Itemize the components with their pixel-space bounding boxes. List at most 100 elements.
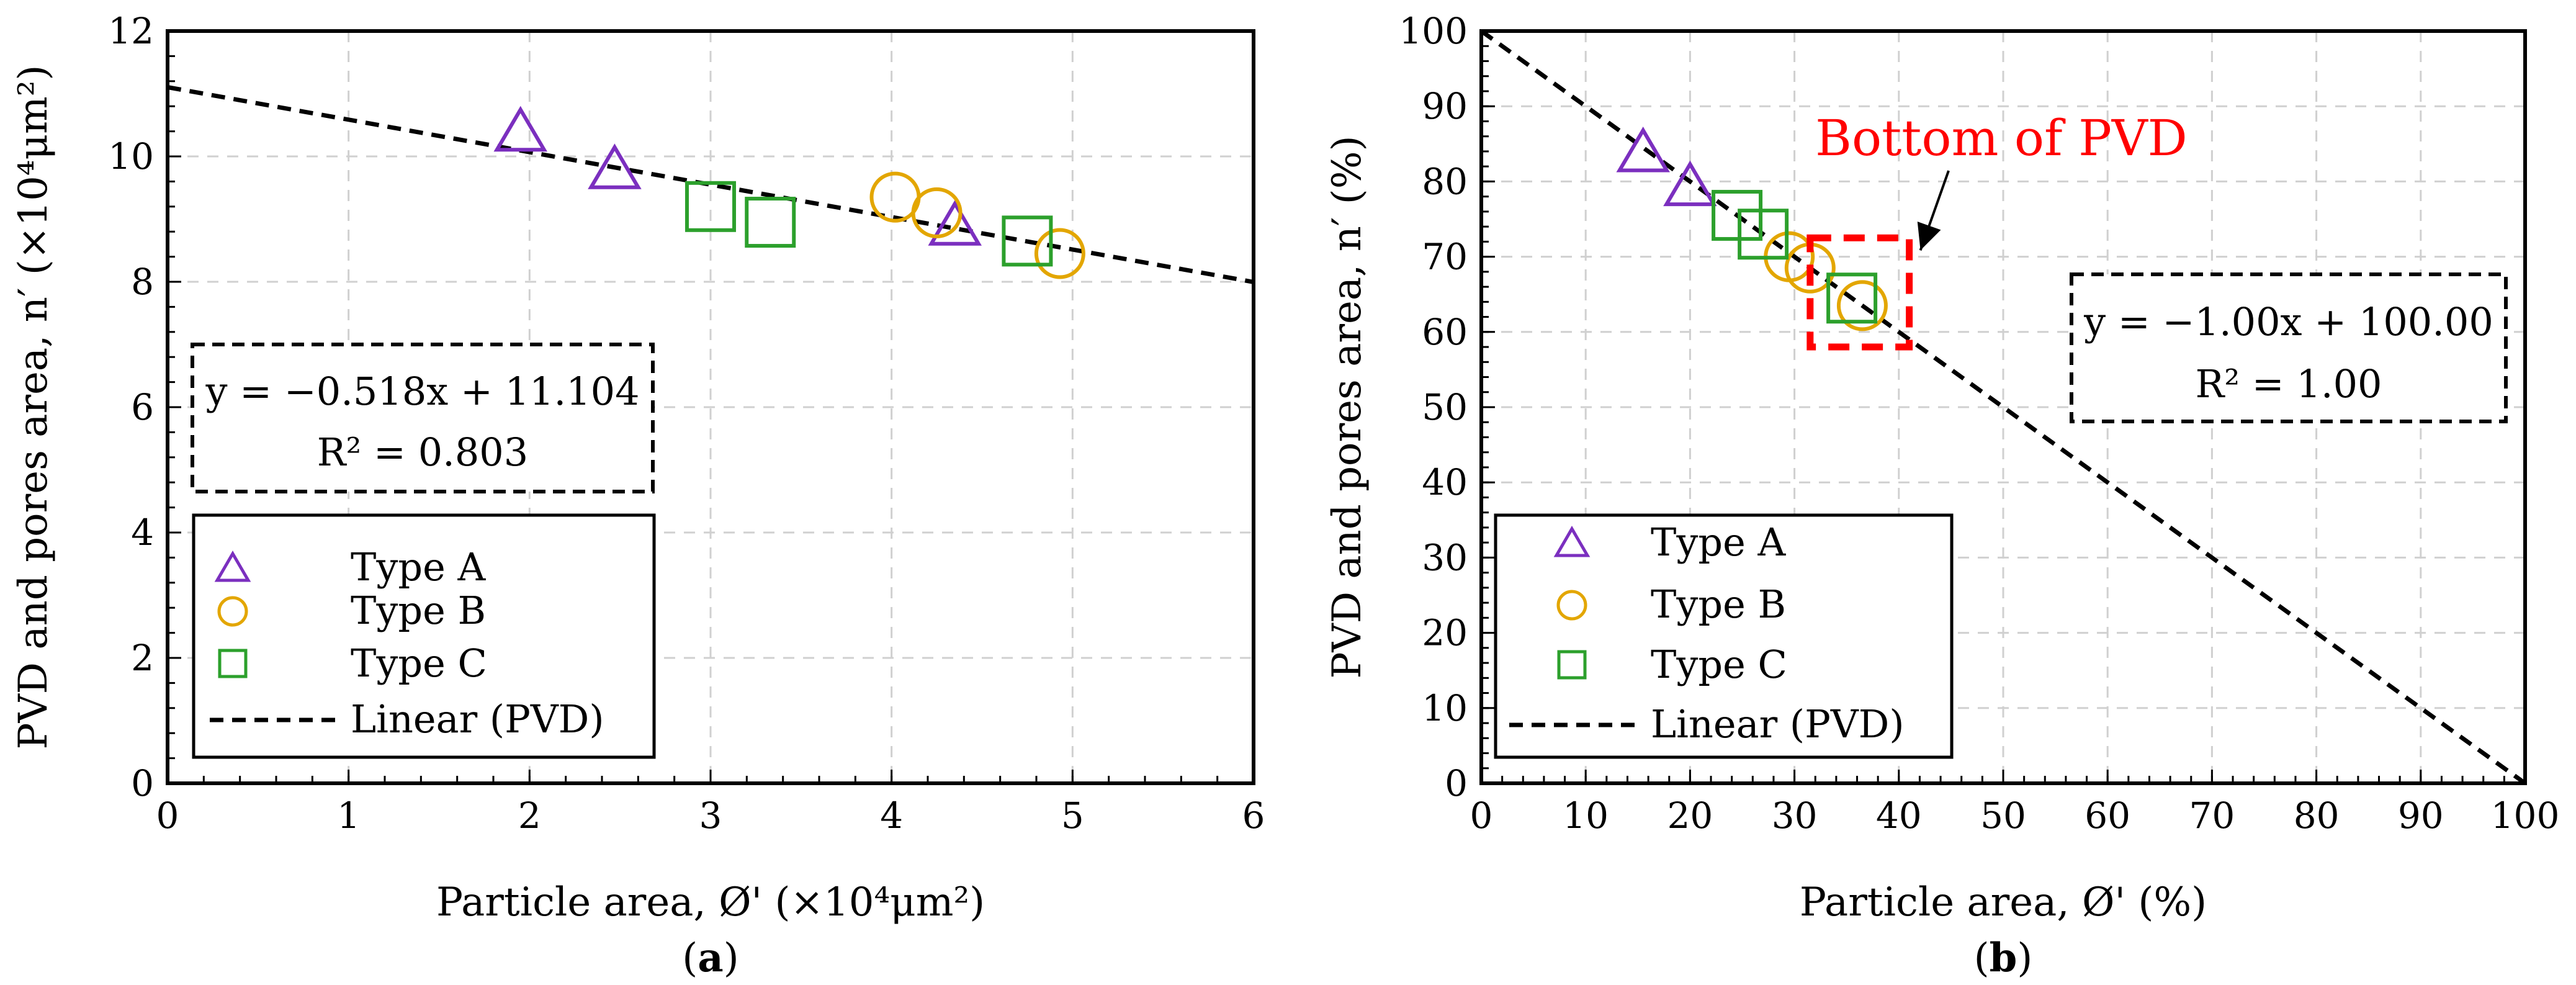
x-tick-label: 70	[2189, 794, 2235, 837]
y-tick-label: 100	[1399, 10, 1468, 52]
y-tick-label: 30	[1422, 536, 1468, 578]
x-tick-label: 3	[699, 794, 722, 837]
point-type-a	[1663, 160, 1717, 207]
legend-label-type-c-a: Type C	[351, 641, 487, 686]
fit-r2-b: R² = 1.00	[2196, 361, 2382, 407]
legend-square-icon-b	[1557, 650, 1587, 680]
point-type-a	[588, 143, 642, 189]
x-tick-label: 20	[1667, 794, 1713, 837]
fit-equation-a: y = −0.518x + 11.104	[205, 369, 639, 414]
legend-circle-icon-b	[1556, 590, 1587, 621]
point-type-c	[1002, 215, 1053, 267]
point-type-c	[1826, 272, 1878, 324]
highlight-box-b	[1806, 234, 1913, 351]
fit-line-group-b	[1479, 29, 2527, 785]
legend-label-type-b-a: Type B	[351, 588, 486, 633]
point-type-b	[1836, 280, 1888, 331]
legend-square-icon-a	[218, 649, 248, 678]
legend-label-type-a-a: Type A	[351, 544, 486, 590]
x-tick-label: 0	[156, 794, 179, 837]
x-tick-label: 90	[2398, 794, 2444, 837]
point-type-a	[928, 200, 982, 246]
axis-ticks-b: 0 10 20 30 40 50 60 70 80 90 100 0 10 20 30 40 50 60 70 80 9…	[1399, 10, 2559, 837]
x-tick-label: 60	[2085, 794, 2130, 837]
point-type-a	[1616, 127, 1670, 173]
legend-triangle-icon-a	[214, 551, 251, 582]
y-tick-label: 8	[131, 261, 154, 303]
y-tick-label: 70	[1422, 236, 1468, 278]
y-tick-label: 2	[131, 637, 154, 679]
x-tick-label: 100	[2491, 794, 2560, 837]
x-tick-label: 0	[1470, 794, 1493, 837]
fit-line	[167, 85, 1254, 284]
grid-b	[1481, 31, 2525, 783]
legend-frame-a	[192, 513, 656, 759]
y-tick-label: 40	[1422, 461, 1468, 503]
x-tick-label: 80	[2294, 794, 2340, 837]
y-tick-label: 4	[131, 511, 154, 554]
panel-label-a: (a)	[682, 935, 738, 981]
fit-line-group-a	[167, 85, 1254, 284]
point-type-b	[911, 187, 963, 238]
annotation-b: Bottom of PVD	[1806, 109, 2188, 351]
annotation-arrowhead-icon-b	[1917, 222, 1941, 251]
panel-letter-b: b	[1990, 935, 2017, 981]
y-tick-label: 80	[1422, 160, 1468, 202]
y-tick-label: 60	[1422, 311, 1468, 353]
equation-box-a: y = −0.518x + 11.104 R² = 0.803	[191, 343, 655, 493]
y-tick-label: 10	[108, 135, 154, 178]
y-axis-label-a: PVD and pores area, n′ (×10⁴μm²)	[11, 65, 56, 750]
legend-label-type-a-b: Type A	[1651, 519, 1786, 565]
point-type-b	[1034, 228, 1085, 279]
y-tick-label: 10	[1422, 687, 1468, 729]
panel-letter-a: a	[698, 935, 723, 981]
panel-label-b: (b)	[1974, 935, 2033, 981]
y-tick-label: 20	[1422, 612, 1468, 654]
x-tick-label: 1	[337, 794, 360, 837]
x-tick-label: 5	[1061, 794, 1084, 837]
x-tick-label: 6	[1242, 794, 1265, 837]
y-tick-label: 6	[131, 386, 154, 428]
chart-panel-b: 0 10 20 30 40 50 60 70 80 90 100 0 10 20 30 40 50 60 70 80 9…	[1324, 10, 2559, 981]
x-tick-label: 30	[1772, 794, 1818, 837]
x-axis-label-a: Particle area, Ø' (×10⁴μm²)	[436, 879, 985, 925]
legend-label-linear-a: Linear (PVD)	[351, 696, 604, 742]
legend-label-type-c-b: Type C	[1651, 642, 1787, 687]
point-type-c	[745, 197, 796, 248]
y-tick-label: 90	[1422, 85, 1468, 127]
x-tick-label: 4	[880, 794, 903, 837]
x-axis-label-b: Particle area, Ø' (%)	[1800, 879, 2207, 925]
legend-a: Type A Type B Type C Linear (PVD)	[192, 513, 656, 759]
fit-equation-b: y = −1.00x + 100.00	[2083, 299, 2493, 344]
legend-circle-icon-a	[217, 596, 248, 627]
point-type-c	[1712, 189, 1763, 241]
point-type-a	[493, 106, 547, 152]
x-tick-label: 2	[518, 794, 541, 837]
equation-box-b: y = −1.00x + 100.00 R² = 1.00	[2070, 272, 2508, 423]
annotation-text-b: Bottom of PVD	[1815, 109, 2188, 167]
equation-frame-a	[191, 343, 655, 493]
legend-label-linear-b: Linear (PVD)	[1651, 701, 1905, 747]
legend-label-type-b-b: Type B	[1651, 582, 1786, 627]
y-axis-label-b: PVD and pores area, n′ (%)	[1324, 135, 1370, 678]
y-tick-label: 50	[1422, 386, 1468, 428]
data-points-b	[1616, 127, 1888, 331]
x-tick-label: 50	[1980, 794, 2026, 837]
equation-frame-b	[2070, 272, 2508, 423]
x-tick-label: 40	[1876, 794, 1922, 837]
fit-r2-a: R² = 0.803	[317, 430, 528, 475]
legend-b: Type A Type B Type C Linear (PVD)	[1494, 513, 1954, 759]
y-tick-label: 0	[131, 762, 154, 804]
fit-line	[1479, 29, 2527, 785]
x-tick-label: 10	[1563, 794, 1609, 837]
point-type-c	[685, 181, 736, 232]
point-type-c	[1738, 209, 1789, 260]
legend-triangle-icon-b	[1553, 526, 1591, 557]
y-tick-label: 12	[108, 10, 154, 52]
data-points-a	[493, 106, 1085, 279]
y-tick-label: 0	[1445, 762, 1468, 804]
